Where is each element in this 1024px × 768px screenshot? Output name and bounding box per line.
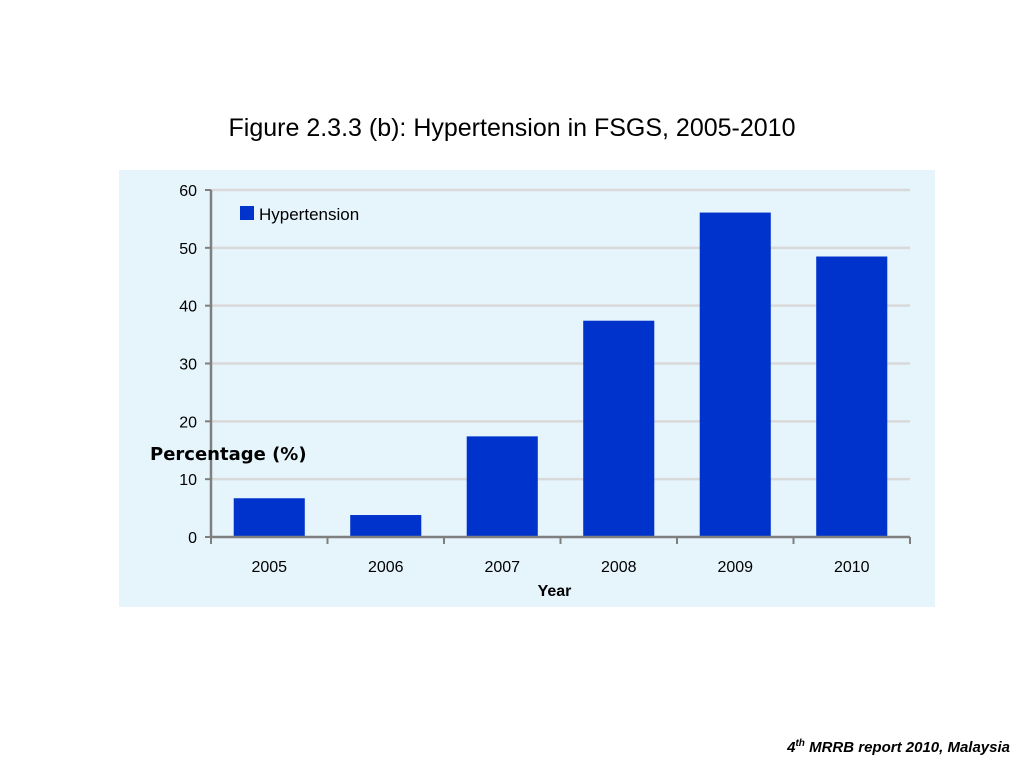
x-tick-label: 2006 [368,559,404,576]
bar-2007 [466,436,538,537]
x-tick-label: 2009 [717,559,753,576]
x-axis-title: Year [538,583,572,600]
source-note-number: 4 [787,739,796,756]
bar-chart: 0 10 20 30 40 50 60 2005 2006 2007 2008 2009 2010 Yea… [150,183,911,600]
legend-label: Hypertension [259,205,359,224]
y-tick-label: 0 [188,530,197,547]
bar-2005 [233,498,305,537]
y-tick-label: 20 [179,414,197,431]
legend-swatch [240,206,254,220]
source-note: 4th MRRB report 2010, Malaysia [787,738,1010,756]
x-tick-label: 2005 [251,559,287,576]
source-note-superscript: th [795,738,805,749]
bar-2009 [699,212,771,537]
y-tick-label: 40 [179,299,197,316]
chart-area: 0 10 20 30 40 50 60 2005 2006 2007 2008 2009 2010 Yea… [119,170,935,607]
chart-title: Figure 2.3.3 (b): Hypertension in FSGS, … [228,114,796,142]
bar-2010 [816,256,888,537]
y-axis-title: Percentage (%) [150,444,307,465]
y-tick-label: 10 [179,472,197,489]
bar-2008 [583,320,655,537]
y-tick-label: 60 [179,183,197,200]
y-tick-label: 50 [179,241,197,258]
x-tick-label: 2007 [484,559,520,576]
source-note-text: MRRB report 2010, Malaysia [804,739,1010,756]
bar-2006 [350,515,422,537]
y-tick-label: 30 [179,357,197,374]
x-tick-label: 2008 [601,559,637,576]
x-tick-label: 2010 [834,559,870,576]
